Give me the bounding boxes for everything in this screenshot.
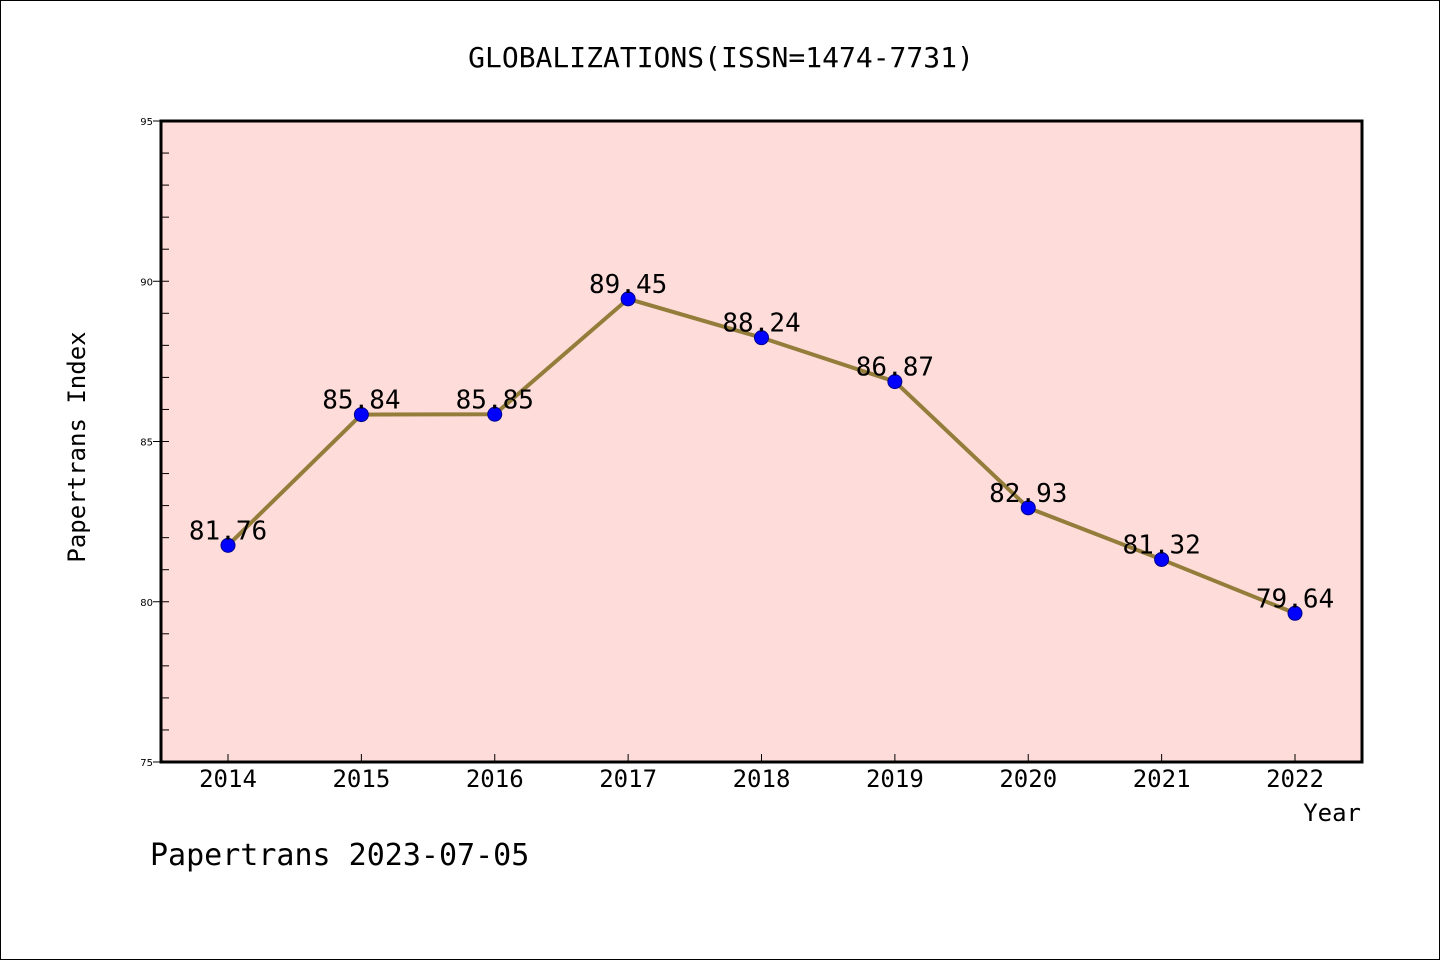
data-point-marker <box>220 537 236 553</box>
data-label: 89.45 <box>589 270 667 300</box>
x-tick-label: 2018 <box>733 765 791 793</box>
y-axis-label: Papertrans Index <box>63 331 91 562</box>
y-tick-label: 90 <box>140 277 153 288</box>
data-point-marker <box>487 406 503 422</box>
data-label: 88.24 <box>722 309 800 339</box>
data-point-marker <box>887 374 903 390</box>
data-point-marker <box>754 330 769 346</box>
plot-area <box>159 119 1364 764</box>
x-tick-label: 2016 <box>466 765 524 793</box>
x-tick-label: 2021 <box>1133 765 1191 793</box>
y-tick-label: 80 <box>140 598 153 609</box>
data-point-marker <box>1154 551 1170 567</box>
y-tick-label: 85 <box>140 438 153 449</box>
footer-watermark: Papertrans 2023-07-05 <box>150 838 529 873</box>
data-label: 85.85 <box>456 385 534 415</box>
data-label: 81.76 <box>189 516 267 546</box>
data-point-marker <box>353 407 369 423</box>
data-label: 79.64 <box>1256 584 1334 614</box>
data-label: 82.93 <box>989 479 1067 509</box>
x-axis: 2014 2015 2016 2017 2018 2019 2020 2021 2022 <box>199 754 1324 793</box>
data-label: 86.87 <box>856 353 934 383</box>
x-axis-label: Year <box>1303 799 1361 827</box>
data-label: 85.84 <box>322 386 400 416</box>
y-tick-label: 75 <box>140 758 153 769</box>
x-tick-label: 2017 <box>599 765 657 793</box>
data-point-marker <box>620 291 636 307</box>
data-point-marker <box>1020 500 1036 516</box>
data-series: 81.76 85.84 85.85 89.45 88.24 86.87 82.93 81.32… <box>189 270 1334 621</box>
x-tick-label: 2022 <box>1266 765 1324 793</box>
x-tick-label: 2019 <box>866 765 924 793</box>
x-tick-label: 2020 <box>999 765 1057 793</box>
y-tick-label: 95 <box>140 117 153 128</box>
data-label: 81.32 <box>1122 530 1200 560</box>
y-axis: 75 80 85 90 95 <box>140 117 169 769</box>
x-tick-label: 2014 <box>199 765 257 793</box>
data-point-marker <box>1287 605 1303 621</box>
chart-title: GLOBALIZATIONS(ISSN=1474-7731) <box>468 41 974 74</box>
x-tick-label: 2015 <box>332 765 390 793</box>
